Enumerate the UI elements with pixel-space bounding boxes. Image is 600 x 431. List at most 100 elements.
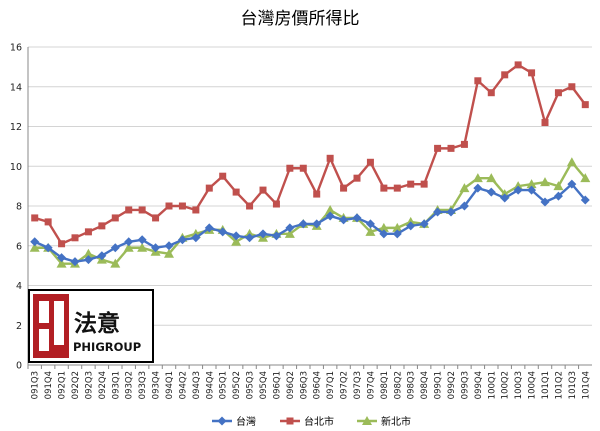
series-2-point (580, 173, 591, 183)
series-1-point (326, 154, 334, 162)
series-0-point (43, 243, 53, 253)
x-tick-label: 094Q2 (178, 371, 188, 399)
series-0-point (527, 185, 537, 195)
series-1-point (98, 222, 106, 230)
series-0-point (419, 219, 429, 229)
series-1-point (407, 180, 415, 188)
series-1-point (272, 200, 280, 208)
x-tick-label: 095Q4 (259, 371, 269, 399)
y-tick-label: 8 (16, 202, 22, 213)
x-tick-label: 095Q2 (232, 371, 242, 399)
series-0-point (312, 219, 322, 229)
series-1-point (380, 184, 388, 192)
series-0-point (151, 243, 161, 253)
legend-marker-2 (362, 416, 372, 425)
x-tick-label: 091Q4 (44, 371, 54, 399)
x-tick-label: 099Q4 (474, 371, 484, 399)
series-2-point (486, 173, 497, 183)
series-1-point (299, 164, 307, 172)
x-tick-label: 099Q1 (434, 371, 444, 399)
series-1-point (84, 228, 92, 236)
series-2-point (459, 183, 470, 193)
x-tick-label: 093Q4 (152, 371, 162, 399)
series-1-point (138, 206, 146, 214)
x-tick-label: 100Q2 (501, 371, 511, 399)
series-0-point (271, 231, 281, 241)
series-2-point (164, 248, 174, 258)
series-0-point (137, 235, 147, 245)
series-1-point (420, 180, 428, 188)
series-1-point (111, 214, 119, 222)
series-1-point (192, 206, 200, 214)
series-0-point (57, 253, 67, 263)
series-0-point (339, 215, 349, 225)
logo-emblem-block (39, 301, 49, 323)
legend-marker-0 (217, 416, 227, 426)
x-tick-label: 096Q3 (299, 371, 309, 399)
series-1-point (487, 89, 495, 97)
x-tick-label: 096Q1 (272, 371, 282, 399)
series-1-point (31, 214, 39, 222)
series-0-point (433, 207, 443, 217)
series-2-point (123, 242, 134, 252)
series-1-point (568, 83, 576, 91)
series-1-point (541, 119, 549, 127)
series-1-point (71, 234, 79, 242)
series-1-point (178, 202, 186, 210)
series-0-point (486, 187, 496, 197)
series-1-point (460, 140, 468, 148)
logo-english-text: PHIGROUP (73, 340, 141, 354)
y-tick-label: 12 (10, 122, 22, 133)
series-0-point (231, 231, 241, 241)
series-2-point (110, 258, 121, 268)
series-0-point (245, 233, 255, 243)
x-tick-label: 098Q4 (420, 371, 430, 399)
x-tick-label: 096Q2 (286, 371, 296, 399)
series-0-point (567, 179, 577, 189)
series-0-point (124, 237, 134, 247)
series-1-point (447, 144, 455, 152)
series-0-point (379, 229, 389, 239)
series-1-point (366, 158, 374, 166)
series-1-point (581, 101, 589, 109)
y-tick-label: 0 (16, 361, 22, 372)
x-tick-label: 098Q2 (393, 371, 403, 399)
series-0-point (553, 191, 563, 201)
x-tick-label: 101Q3 (568, 371, 578, 399)
series-0-point (473, 183, 483, 193)
series-0-point (459, 201, 469, 211)
series-0-point (191, 233, 201, 243)
series-0-point (540, 197, 550, 207)
y-tick-label: 4 (16, 281, 22, 292)
series-2-point (137, 242, 148, 252)
x-tick-label: 093Q2 (125, 371, 135, 399)
y-tick-label: 10 (10, 162, 22, 173)
y-tick-label: 2 (16, 321, 22, 332)
series-2-point (231, 236, 242, 246)
series-1-point (501, 71, 509, 79)
series-0-point (204, 223, 214, 233)
series-2-point (284, 228, 295, 238)
series-0-point (500, 193, 510, 203)
series-2-point (566, 157, 577, 167)
series-1-point (125, 206, 133, 214)
legend-marker-1 (286, 417, 294, 425)
legend-label-1: 台北市 (304, 415, 334, 428)
series-0-point (83, 255, 93, 265)
series-2-point (540, 177, 550, 187)
series-2-point (553, 181, 564, 191)
x-tick-label: 101Q4 (581, 371, 591, 399)
series-0-point (110, 243, 120, 253)
legend: 台灣 台北市 新北市 (212, 415, 411, 428)
series-1-point (528, 69, 536, 77)
y-tick-label: 14 (10, 82, 22, 93)
series-1-point (165, 202, 173, 210)
series-1-point (58, 240, 66, 248)
series-1-point (246, 202, 254, 210)
logo-chinese-text: 法意 (74, 310, 120, 337)
series-0-point (298, 219, 308, 229)
series-0-point (325, 211, 335, 221)
series-0-point (365, 219, 375, 229)
x-tick-label: 093Q3 (138, 371, 148, 399)
series-0-point (352, 213, 362, 223)
